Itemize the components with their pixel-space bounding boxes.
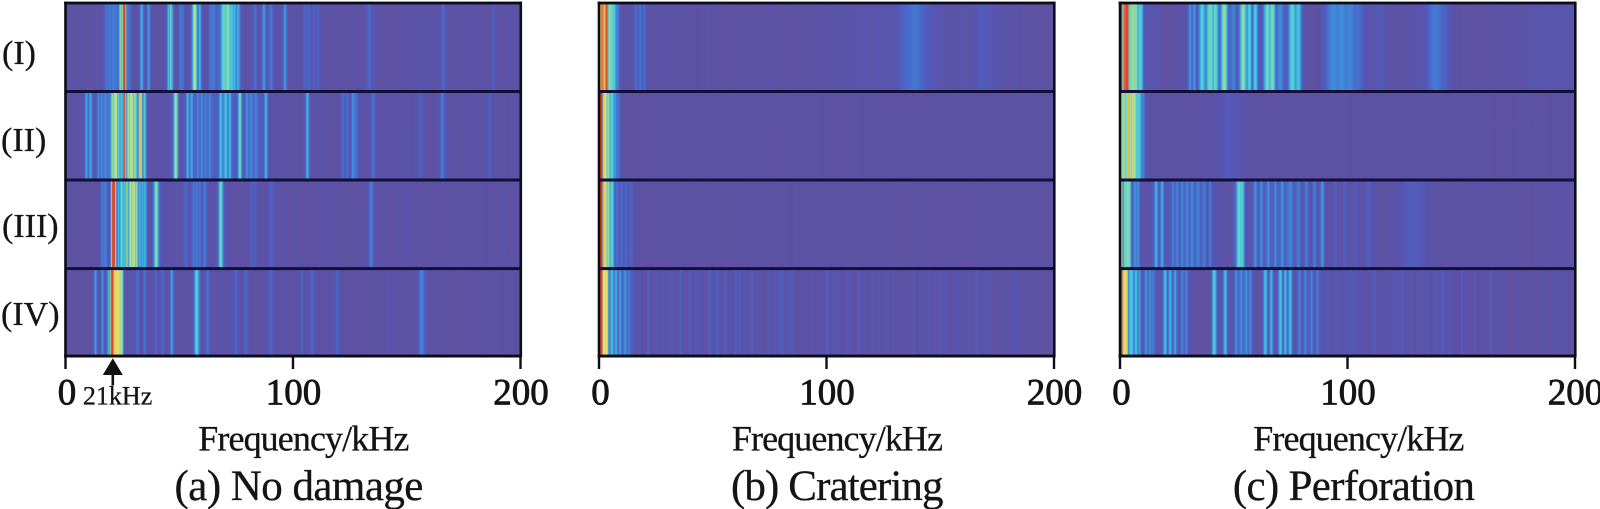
- svg-text:200: 200: [1548, 373, 1600, 414]
- svg-text:Frequency/kHz: Frequency/kHz: [198, 419, 408, 459]
- svg-text:(III): (III): [2, 208, 59, 245]
- svg-text:(IV): (IV): [1, 296, 60, 333]
- svg-text:200: 200: [1027, 373, 1083, 414]
- svg-text:(c) Perforation: (c) Perforation: [1233, 463, 1475, 509]
- svg-text:100: 100: [1320, 373, 1376, 414]
- svg-text:Frequency/kHz: Frequency/kHz: [1253, 419, 1463, 459]
- svg-text:(a) No damage: (a) No damage: [175, 463, 423, 509]
- svg-text:(I): (I): [2, 35, 36, 72]
- svg-text:100: 100: [266, 373, 322, 414]
- svg-text:Frequency/kHz: Frequency/kHz: [732, 419, 942, 459]
- svg-text:0: 0: [58, 373, 77, 414]
- svg-text:0: 0: [591, 373, 610, 414]
- svg-text:200: 200: [493, 373, 549, 414]
- svg-text:(II): (II): [1, 122, 46, 159]
- svg-text:21kHz: 21kHz: [83, 382, 152, 411]
- svg-text:0: 0: [1112, 373, 1131, 414]
- svg-text:(b) Cratering: (b) Cratering: [731, 463, 943, 509]
- svg-text:100: 100: [799, 373, 855, 414]
